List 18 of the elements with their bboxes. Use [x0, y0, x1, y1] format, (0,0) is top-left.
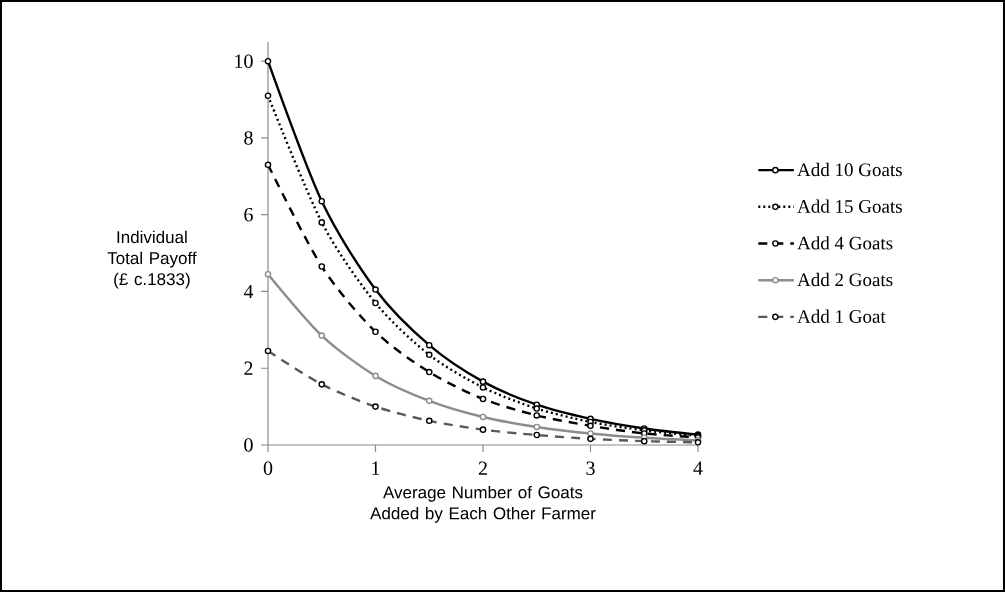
y-tick-label: 2: [244, 361, 253, 375]
y-tick-label: 0: [244, 438, 253, 452]
legend-label: Add 10 Goats: [797, 162, 902, 177]
x-tick-label: 0: [263, 461, 273, 476]
y-tick-label: 10: [235, 54, 253, 68]
y-tick-label: 6: [244, 207, 253, 222]
legend-label: Add 4 Goats: [797, 236, 893, 250]
y-axis-title: Individual Total Payoff (£ c.1833): [107, 230, 197, 289]
y-tick-label: 8: [244, 131, 253, 145]
legend-label: Add 15 Goats: [797, 199, 902, 213]
x-tick-label: 4: [693, 461, 703, 475]
x-axis-title: Average Number of Goats Added by Each Other Farmer: [370, 485, 596, 523]
legend-label: Add 1 Goat: [797, 309, 886, 323]
legend-label: Add 2 Goats: [797, 272, 893, 287]
x-tick-label: 1: [372, 461, 380, 475]
x-tick-label: 3: [586, 461, 595, 475]
y-tick-label: 4: [243, 284, 254, 299]
x-tick-label: 2: [478, 461, 487, 475]
